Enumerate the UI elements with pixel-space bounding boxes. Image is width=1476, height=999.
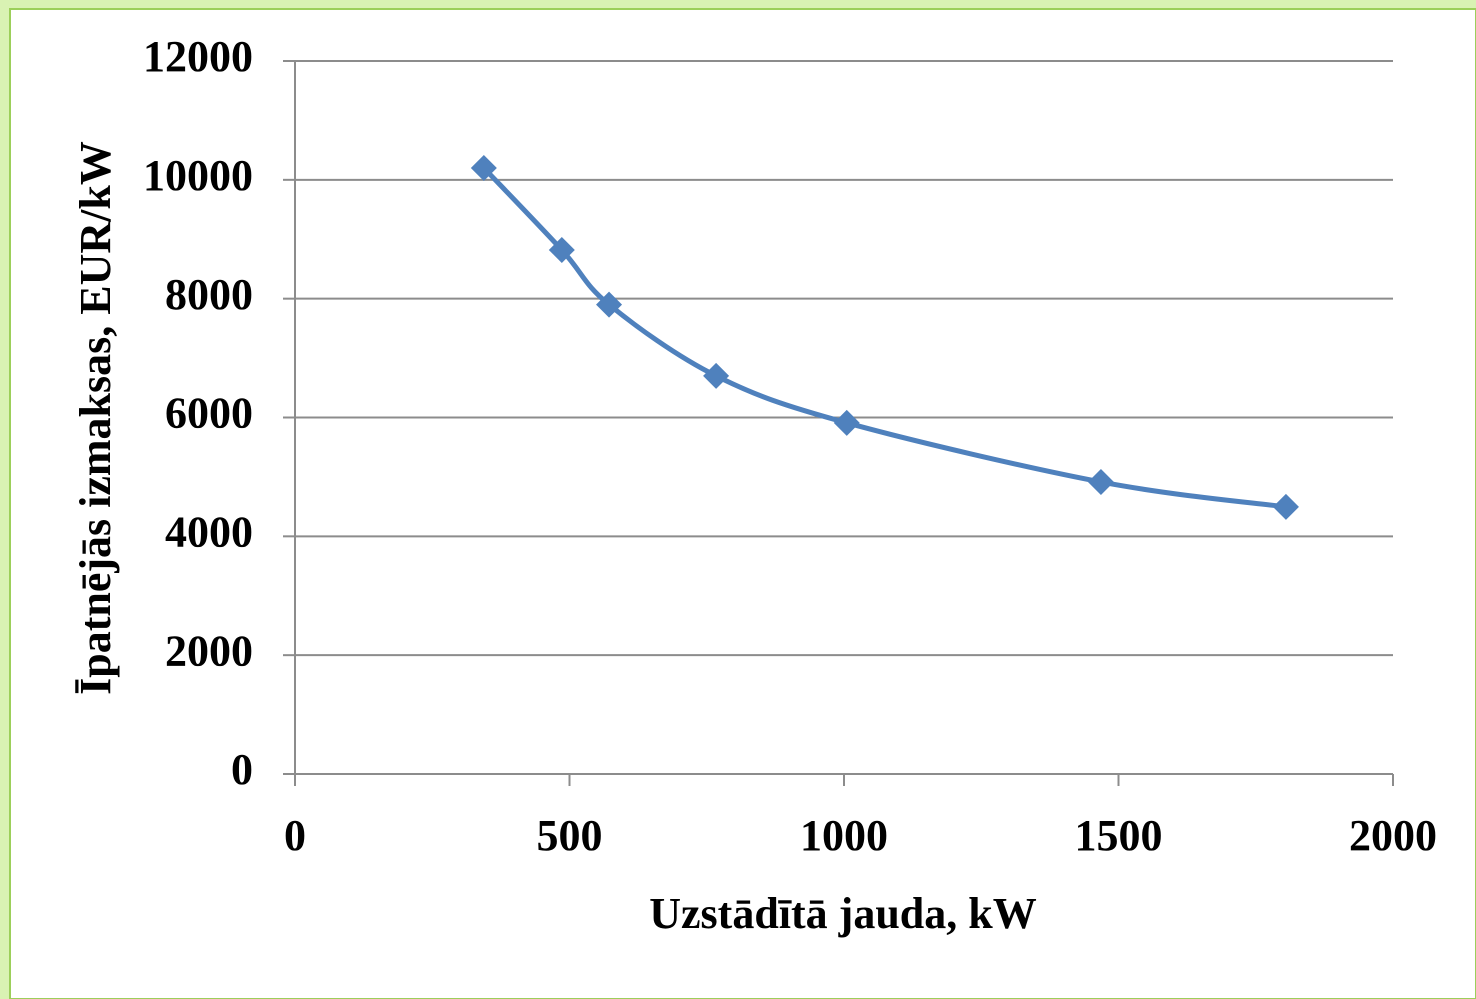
marker: [1087, 468, 1114, 495]
x-tick-label: 2000: [1349, 811, 1437, 860]
y-tick-label: 0: [231, 745, 253, 794]
marker: [1272, 493, 1299, 520]
y-axis-label: Īpatnējās izmaksas, EUR/kW: [71, 141, 120, 695]
y-tick-label: 8000: [165, 270, 253, 319]
x-axis-label: Uzstādītā jauda, kW: [649, 889, 1037, 938]
chart-area: [9, 8, 1476, 999]
x-tick-label: 1500: [1075, 811, 1163, 860]
x-tick-label: 1000: [800, 811, 888, 860]
marker: [470, 154, 497, 181]
y-tick-label: 12000: [143, 32, 253, 81]
y-tick-label: 4000: [165, 507, 253, 556]
marker: [596, 291, 623, 318]
marker: [703, 362, 730, 389]
marker: [548, 236, 575, 263]
y-tick-label: 6000: [165, 389, 253, 438]
marker: [833, 409, 860, 436]
y-tick-label: 2000: [165, 626, 253, 675]
x-tick-label: 500: [537, 811, 603, 860]
y-tick-label: 10000: [143, 151, 253, 200]
x-tick-label: 0: [284, 811, 306, 860]
